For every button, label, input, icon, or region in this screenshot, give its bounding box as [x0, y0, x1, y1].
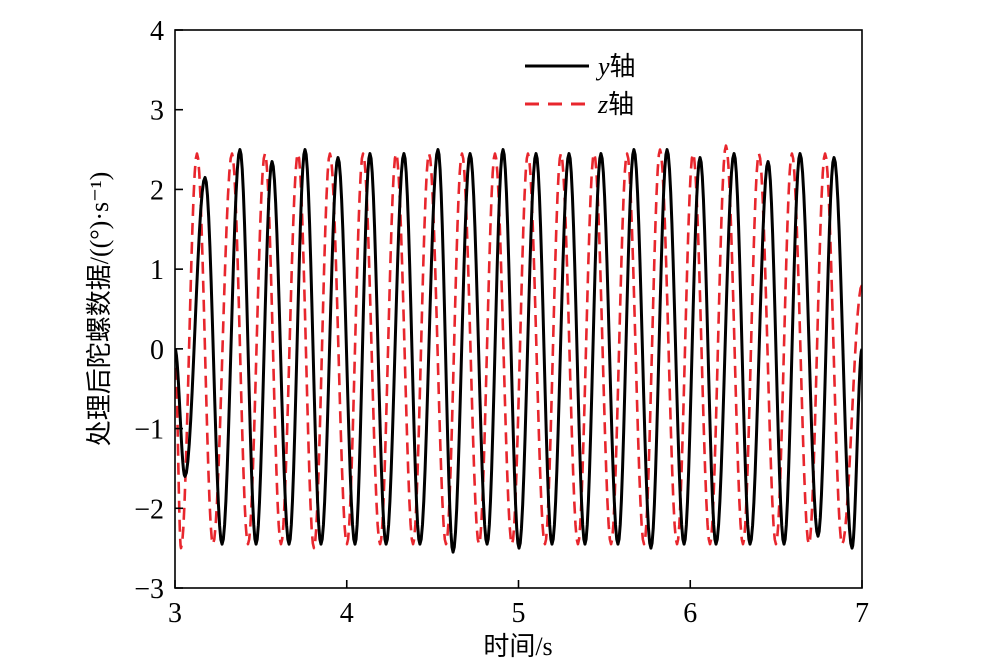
series-line-z	[175, 144, 862, 550]
y-tick-label: 3	[150, 96, 164, 127]
legend-entry: y轴	[525, 52, 636, 81]
y-tick-label: −3	[134, 574, 164, 605]
legend-entry: z轴	[525, 90, 634, 119]
y-axis-label: 处理后陀螺数据/((°)·s⁻¹)	[85, 172, 114, 447]
x-tick-label: 5	[512, 598, 526, 629]
legend-label: y轴	[595, 52, 636, 81]
legend: y轴 z轴	[525, 52, 636, 119]
series-layer	[175, 144, 862, 554]
x-tick-label: 3	[168, 598, 182, 629]
y-tick-label: 1	[150, 255, 164, 286]
y-tick-label: 4	[150, 16, 164, 47]
legend-label: z轴	[597, 90, 634, 119]
x-tick-label: 4	[340, 598, 354, 629]
y-tick-label: −2	[134, 494, 164, 525]
x-tick-label: 7	[855, 598, 869, 629]
x-axis-label: 时间/s	[483, 632, 552, 661]
y-tick-label: 0	[150, 335, 164, 366]
series-line-y	[175, 148, 862, 554]
y-tick-label: −1	[134, 415, 164, 446]
axis-ticks: 3 4 5 6 7 −3 −2 −1 0 1 2 3 4	[134, 16, 869, 629]
x-tick-label: 6	[683, 598, 697, 629]
y-tick-label: 2	[150, 175, 164, 206]
